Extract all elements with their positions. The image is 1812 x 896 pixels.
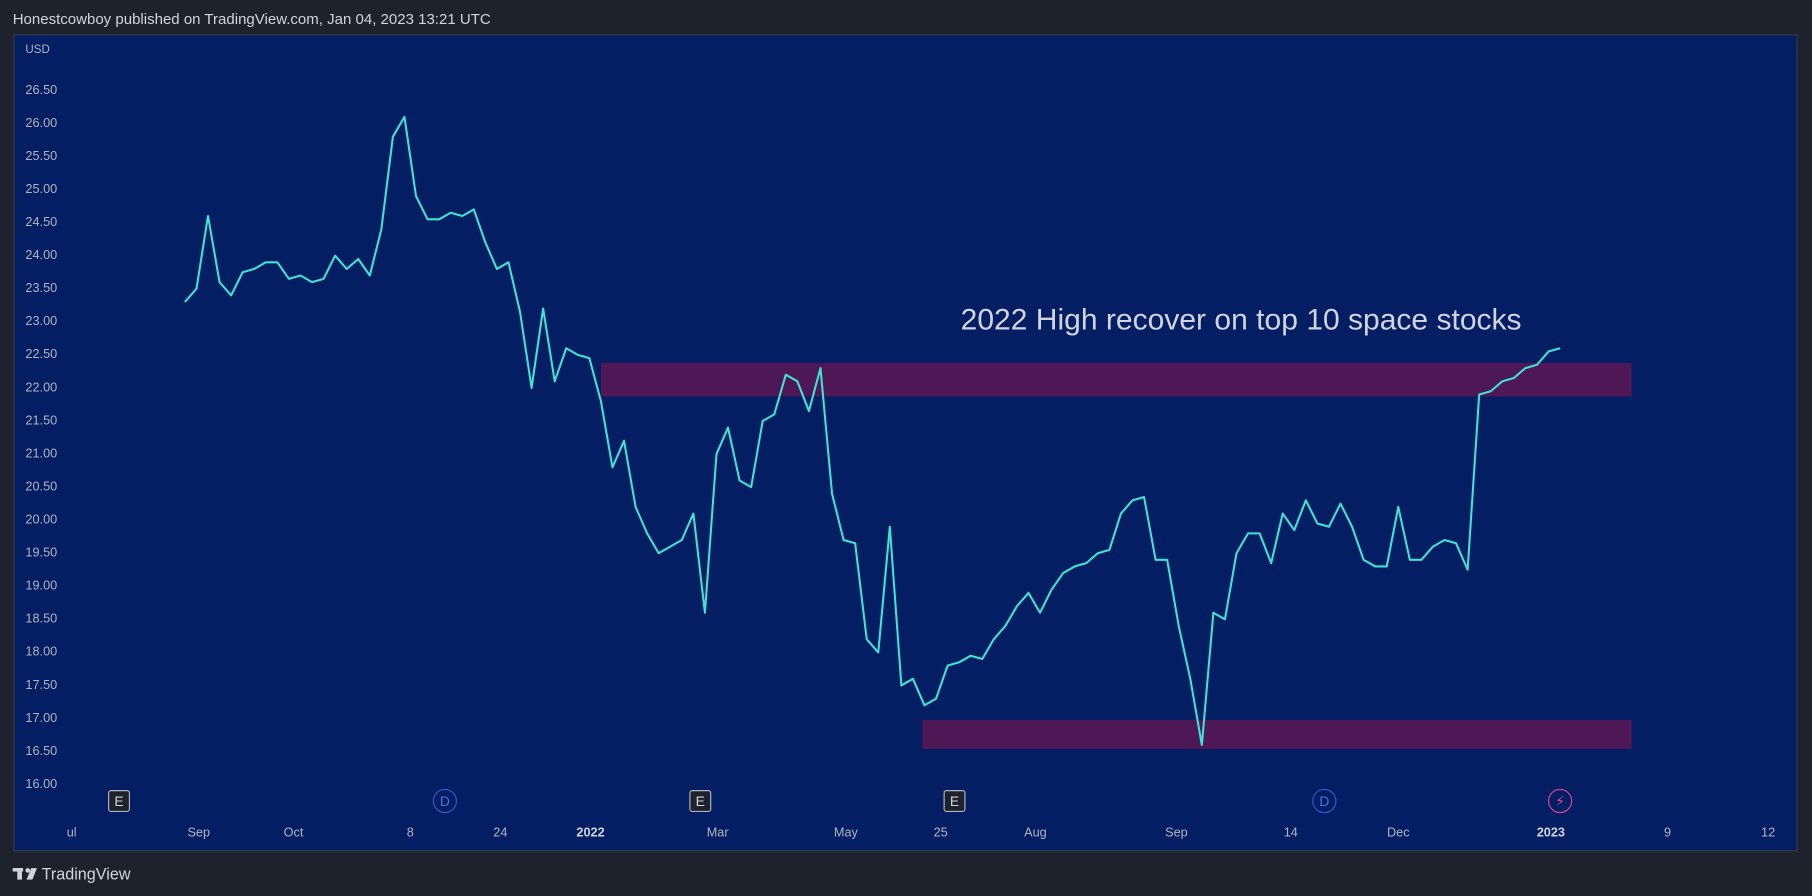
y-tick-label: 23.50 — [25, 280, 57, 295]
header: Honestcowboy published on TradingView.co… — [13, 11, 491, 28]
price-line — [184, 115, 1561, 746]
y-tick-label: 26.00 — [25, 115, 57, 130]
x-tick-label: Mar — [707, 825, 730, 840]
x-tick-label: 14 — [1284, 825, 1298, 840]
footer: TradingView — [42, 865, 131, 883]
y-tick-label: 21.00 — [25, 445, 57, 460]
event-label: E — [114, 793, 123, 809]
y-tick-label: 25.00 — [25, 181, 57, 196]
axis-unit: USD — [25, 44, 49, 56]
event-label: D — [440, 793, 450, 809]
logo — [12, 868, 37, 880]
y-tick-label: 21.50 — [25, 412, 57, 427]
event-label: ⚡ — [1555, 793, 1565, 809]
y-tick-label: 22.00 — [25, 379, 57, 394]
zone — [922, 719, 1632, 749]
logo-part — [17, 868, 22, 880]
y-tick-label: 20.00 — [25, 512, 57, 527]
y-tick-label: 26.50 — [25, 82, 57, 97]
event-badge — [432, 788, 458, 814]
y-tick-label: 24.00 — [25, 247, 57, 262]
y-tick-label: 25.50 — [25, 148, 57, 163]
event-badge — [1547, 788, 1573, 814]
event-badge — [689, 790, 712, 813]
event-badge — [108, 790, 131, 813]
y-tick-label: 18.00 — [25, 644, 57, 659]
y-tick-label: 17.00 — [25, 710, 57, 725]
event-label: E — [950, 793, 959, 809]
logo-part — [25, 868, 31, 873]
x-tick-label: Dec — [1387, 825, 1410, 840]
x-tick-label: Sep — [1165, 825, 1188, 840]
y-tick-label: 16.50 — [25, 743, 57, 758]
x-tick-label: Oct — [284, 825, 304, 840]
y-tick-label: 16.00 — [25, 776, 57, 791]
x-tick-label: 12 — [1761, 825, 1775, 840]
x-tick-label: Sep — [187, 825, 210, 840]
y-tick-label: 23.00 — [25, 313, 57, 328]
x-tick-label: 2023 — [1537, 825, 1565, 840]
x-tick-label: 8 — [407, 825, 414, 840]
x-tick-label: ul — [67, 825, 77, 840]
y-tick-label: 17.50 — [25, 677, 57, 692]
y-tick-label: 19.00 — [25, 578, 57, 593]
event-badge — [1312, 788, 1337, 814]
x-tick-label: 2022 — [576, 825, 604, 840]
event-label: D — [1319, 793, 1329, 809]
y-tick-label: 19.50 — [25, 545, 57, 560]
event-badge — [943, 790, 966, 813]
y-tick-label: 24.50 — [25, 214, 57, 229]
event-label: E — [696, 793, 705, 809]
y-tick-label: 18.50 — [25, 611, 57, 626]
x-tick-label: May — [834, 825, 859, 840]
logo-part — [26, 868, 37, 880]
x-tick-label: 24 — [493, 825, 507, 840]
x-tick-label: 25 — [934, 825, 948, 840]
zone — [600, 362, 1632, 397]
y-tick-label: 20.50 — [25, 478, 57, 493]
x-tick-label: 9 — [1664, 825, 1671, 840]
plot-area — [13, 34, 1798, 852]
annotation: 2022 High recover on top 10 space stocks — [961, 304, 1522, 337]
y-tick-label: 22.50 — [25, 346, 57, 361]
x-tick-label: Aug — [1024, 825, 1047, 840]
